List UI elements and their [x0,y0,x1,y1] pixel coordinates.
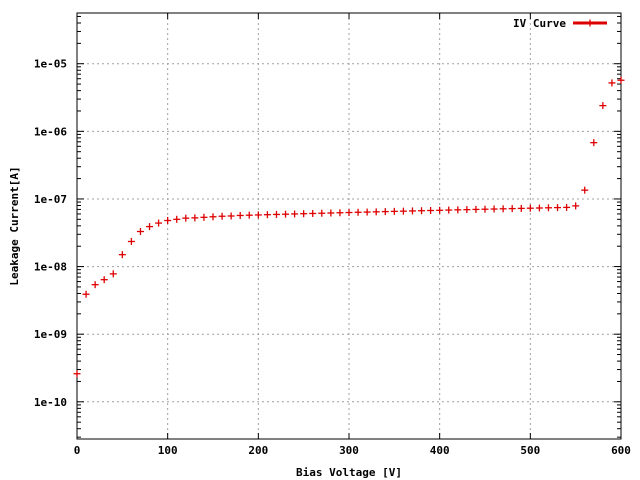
x-tick-label: 200 [248,444,268,457]
data-point [100,276,108,284]
x-tick-label: 300 [339,444,359,457]
legend: IV Curve [513,17,607,30]
data-point [109,270,117,278]
x-tick-label: 0 [74,444,81,457]
data-point [82,290,90,298]
data-point [445,206,453,214]
data-point [146,223,154,231]
data-point [318,209,326,217]
y-tick-label: 1e-06 [34,125,67,138]
data-point [200,213,208,221]
data-point [245,211,253,219]
data-point [91,281,99,289]
data-point [327,209,335,217]
data-point [436,206,444,214]
data-point [517,204,525,212]
data-point [336,209,344,217]
data-point [209,213,217,221]
y-tick-label: 1e-09 [34,328,67,341]
data-point [254,211,262,219]
data-point [363,208,371,216]
data-point [73,370,81,378]
y-tick-label: 1e-07 [34,193,67,206]
data-point [608,79,616,87]
data-point [191,214,199,222]
y-tick-label: 1e-10 [34,396,67,409]
x-tick-label: 500 [520,444,540,457]
grid [77,13,621,439]
data-point [164,217,172,225]
data-point [182,214,190,222]
x-tick-label: 100 [158,444,178,457]
data-point [390,207,398,215]
data-point [372,208,380,216]
y-tick-label: 1e-08 [34,261,67,274]
data-point [118,251,126,259]
data-point [563,203,571,211]
data-point [481,205,489,213]
data-point [599,102,607,110]
data-point [418,207,426,215]
data-point [173,215,181,223]
data-point [535,204,543,212]
data-point [236,211,244,219]
data-point [263,211,271,219]
data-point [490,205,498,213]
x-tick-label: 600 [611,444,631,457]
axis-ticks: 0 100 200 300 400 500 600 1e-10 1e-09 1e-08 1e-07 1… [34,13,631,457]
data-point [526,204,534,212]
data-point [454,206,462,214]
y-axis-title: Leakage Current[A] [8,166,21,285]
data-points [73,76,625,378]
data-point [227,212,235,220]
data-point [581,186,589,194]
data-point [572,202,580,210]
data-point [218,212,226,220]
data-point [272,210,280,218]
data-point [508,205,516,213]
legend-marker-sample [586,19,594,27]
y-tick-label: 1e-05 [34,58,67,71]
data-point [345,209,353,217]
data-point [472,205,480,213]
data-point [282,210,290,218]
legend-label: IV Curve [513,17,566,30]
data-point [300,210,308,218]
data-point [544,204,552,212]
data-point [381,208,389,216]
data-point [463,206,471,214]
data-point [399,207,407,215]
data-point [291,210,299,218]
data-point [354,208,362,216]
data-point [499,205,507,213]
data-point [155,219,163,227]
data-point [127,237,135,245]
data-point [427,206,435,214]
data-point [617,76,625,84]
x-axis-title: Bias Voltage [V] [296,466,402,479]
data-point [408,207,416,215]
data-point [554,204,562,212]
data-point [136,228,144,236]
x-tick-label: 400 [430,444,450,457]
data-point [309,209,317,217]
data-point [590,139,598,147]
